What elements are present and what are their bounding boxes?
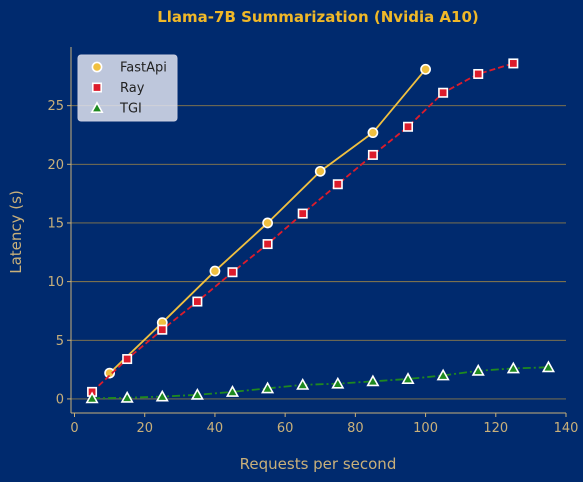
series-tgi [85,360,556,404]
data-point-ray [262,239,273,250]
series-layer [85,58,556,404]
x-tick-label: 40 [207,421,224,436]
data-point-tgi [541,360,556,373]
data-point-ray [438,87,449,98]
x-axis-label: Requests per second [240,455,397,473]
legend: FastApi Ray TGI [77,54,178,122]
y-axis-label: Latency (s) [7,190,25,274]
legend-box [77,54,178,122]
y-tick-label: 15 [47,216,64,231]
legend-label-tgi: TGI [119,102,142,117]
data-point-fastapi [367,127,379,139]
data-point-tgi [120,390,134,403]
chart-title: Llama-7B Summarization (Nvidia A10) [157,8,479,26]
x-tick-label: 0 [70,421,78,436]
series-line-tgi [92,366,549,400]
data-point-tgi [436,368,450,381]
legend-label-ray: Ray [120,81,145,96]
data-point-ray [192,296,203,307]
data-point-ray [473,68,484,79]
x-tick-label: 80 [347,421,364,436]
data-point-ray [367,149,378,160]
x-tick-label: 120 [483,421,508,436]
data-point-tgi [261,381,275,394]
data-point-ray [508,58,519,69]
x-tick-label: 60 [277,421,294,436]
y-tick-label: 25 [47,99,64,114]
legend-marker-ray [92,82,103,93]
grid-layer [71,105,566,400]
y-tick-label: 5 [56,334,64,349]
data-point-tgi [506,361,520,374]
data-point-tgi [296,377,310,390]
data-point-tgi [155,389,169,402]
data-point-tgi [401,372,415,384]
data-point-fastapi [420,63,431,75]
data-point-ray [122,354,133,365]
legend-marker-fastapi [91,61,103,73]
data-point-ray [157,324,168,335]
data-point-fastapi [314,165,326,177]
data-point-tgi [190,387,204,400]
x-tick-label: 20 [136,421,153,436]
data-point-tgi [366,374,380,387]
data-point-tgi [471,363,485,376]
legend-marker-tgi [90,101,104,113]
data-point-ray [332,179,343,190]
data-point-ray [403,121,414,132]
data-point-tgi [331,376,345,389]
data-point-tgi [225,385,240,397]
y-tick-label: 10 [47,275,64,290]
axes-layer: 0 5 10 15 20 25 0 20 40 60 80 100 120 140 [47,47,578,436]
data-point-fastapi [262,217,273,229]
x-tick-label: 100 [413,421,438,436]
legend-label-fastapi: FastApi [120,61,167,76]
data-point-tgi [85,391,99,404]
data-point-fastapi [209,265,221,277]
x-tick-label: 140 [554,421,579,436]
data-point-fastapi [104,367,116,379]
data-point-ray [297,208,308,219]
data-point-ray [227,267,238,278]
y-tick-label: 0 [56,392,64,407]
y-tick-label: 20 [47,158,64,173]
